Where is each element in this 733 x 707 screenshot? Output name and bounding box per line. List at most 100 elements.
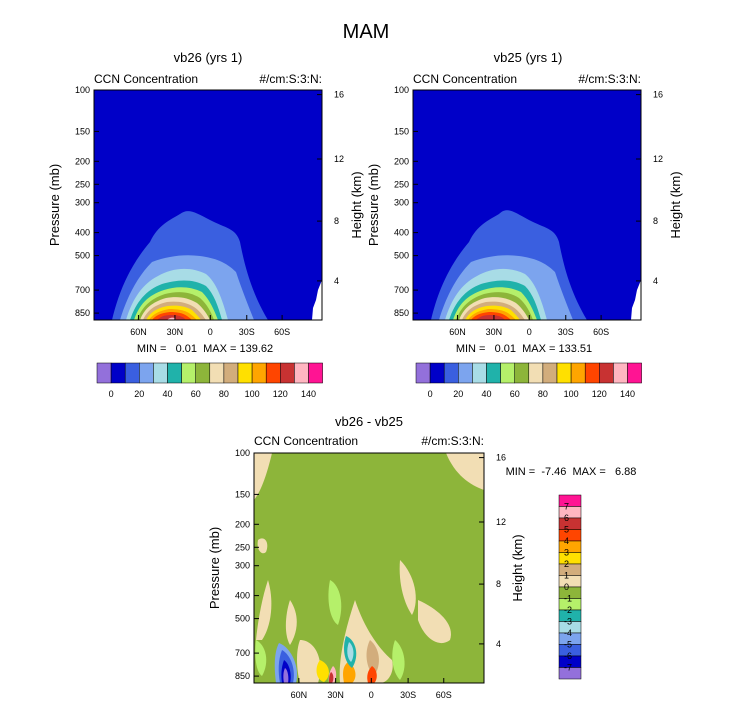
- colorbar-label: -6: [564, 651, 572, 661]
- colorbar-label: 120: [273, 389, 288, 399]
- y-tick-label-right: 8: [334, 216, 339, 226]
- x-tick-label: 30N: [327, 690, 344, 700]
- x-tick-label: 0: [369, 690, 374, 700]
- x-tick-label: 30S: [400, 690, 416, 700]
- panel-vb26: vb26 (yrs 1) CCN Concentration #/cm:S:3:…: [47, 50, 364, 399]
- colorbar-swatch: [627, 362, 642, 384]
- colorbar-swatch: [558, 506, 582, 519]
- colorbar: 76 54 32 10 -1-2 -3-4 -5-6 -7: [558, 494, 582, 680]
- colorbar-label: 80: [538, 389, 548, 399]
- surface-mask: [312, 280, 322, 320]
- y-ticks-left: 100 150 200 250 300 400 500 700 850: [75, 85, 99, 318]
- plot-frame: [93, 89, 323, 321]
- y-tick-label: 150: [394, 126, 409, 136]
- y-tick-label: 700: [235, 648, 250, 658]
- x-tick-label: 60N: [449, 327, 466, 337]
- x-tick-label: 30S: [239, 327, 255, 337]
- y-tick-label: 250: [394, 179, 409, 189]
- y-ticks-right: 16 12 8 4: [479, 453, 506, 649]
- colorbar-swatch: [223, 362, 239, 384]
- y-ticks-left: 100 150 200 250 300 400 500 700 850: [394, 85, 418, 318]
- colorbar-swatch: [558, 517, 582, 530]
- y-tick-label: 250: [235, 542, 250, 552]
- colorbar-label: 40: [162, 389, 172, 399]
- colorbar-label: -2: [564, 605, 572, 615]
- y-tick-label-right: 8: [496, 579, 501, 589]
- colorbar-label: 0: [428, 389, 433, 399]
- negative-blob: [328, 580, 342, 625]
- colorbar-label: 3: [564, 548, 569, 558]
- panel-right-label: #/cm:S:3:N:: [421, 434, 484, 448]
- x-tick-label: 0: [527, 327, 532, 337]
- x-ticks: 60N 30N 0 30S 60S: [291, 678, 452, 700]
- panel-right-label: #/cm:S:3:N:: [578, 72, 641, 86]
- y-tick-label: 500: [394, 251, 409, 261]
- colorbar-swatch: [613, 362, 628, 384]
- colorbar-swatch: [308, 362, 323, 384]
- colorbar-label: 40: [481, 389, 491, 399]
- y-ticks-right: 16 12 8 4: [636, 90, 663, 286]
- peak-core: [167, 317, 176, 320]
- colorbar-swatch: [443, 362, 459, 384]
- x-tick-label: 0: [208, 327, 213, 337]
- x-ticks: 60N 30N 0 30S 60S: [449, 315, 609, 337]
- colorbar-swatch: [486, 362, 501, 384]
- colorbar-swatch: [124, 362, 140, 384]
- negative-blob: [347, 642, 354, 662]
- min-max-stats: MIN = 0.01 MAX = 133.51: [456, 343, 592, 355]
- colorbar-label: 7: [564, 502, 569, 512]
- y-tick-label: 400: [235, 591, 250, 601]
- colorbar-swatch: [265, 362, 281, 384]
- colorbar-swatch: [558, 563, 582, 576]
- colorbar-swatch: [110, 362, 126, 384]
- positive-blob: [297, 640, 321, 683]
- panel-right-label: #/cm:S:3:N:: [259, 72, 322, 86]
- colorbar-label: 1: [564, 571, 569, 581]
- colorbar-swatch: [556, 362, 572, 384]
- colorbar-swatch: [195, 362, 211, 384]
- y-tick-label-right: 12: [334, 154, 344, 164]
- positive-blob: [257, 538, 268, 554]
- colorbar-label: 60: [510, 389, 520, 399]
- y-ticks-right: 16 12 8 4: [317, 90, 344, 286]
- negative-blob: [329, 672, 334, 683]
- y-tick-label-right: 16: [653, 90, 663, 100]
- colorbar-label: 4: [564, 536, 569, 546]
- colorbar-swatch: [181, 362, 196, 384]
- colorbar-label: -7: [564, 663, 572, 673]
- colorbar-swatch: [237, 362, 253, 384]
- colorbar-label: 6: [564, 513, 569, 523]
- colorbar-swatch: [251, 362, 267, 384]
- panel-diff: vb26 - vb25 CCN Concentration #/cm:S:3:N…: [207, 414, 636, 700]
- y-tick-label-right: 12: [496, 517, 506, 527]
- contour-level-12: [157, 315, 186, 320]
- colorbar-label: 20: [453, 389, 463, 399]
- colorbar-swatch: [570, 362, 586, 384]
- colorbar-swatch: [558, 529, 582, 542]
- positive-blob: [399, 560, 416, 615]
- colorbar-label: 140: [620, 389, 635, 399]
- y-tick-label: 300: [394, 198, 409, 208]
- colorbar-swatch: [294, 362, 309, 384]
- panel-title: vb26 (yrs 1): [174, 50, 243, 65]
- y-tick-label: 100: [394, 85, 409, 95]
- colorbar-label: -4: [564, 628, 572, 638]
- colorbar-swatch: [153, 362, 168, 384]
- y-tick-label-right: 16: [496, 453, 506, 463]
- y-axis-label-right: Height (km): [510, 534, 525, 601]
- colorbar-swatch: [558, 575, 582, 588]
- positive-blob: [366, 640, 379, 676]
- positive-region-left: [254, 453, 272, 500]
- colorbar-swatch: [415, 362, 431, 384]
- x-tick-label: 60N: [130, 327, 147, 337]
- colorbar-swatch: [429, 362, 445, 384]
- colorbar-label: -3: [564, 617, 572, 627]
- y-ticks-left: 100 150 200 250 300 400 500 700 850: [235, 448, 259, 681]
- y-tick-label-right: 12: [653, 154, 663, 164]
- y-tick-label: 700: [75, 285, 90, 295]
- y-tick-label-right: 4: [334, 276, 339, 286]
- panel-left-label: CCN Concentration: [94, 72, 198, 86]
- colorbar-swatch: [280, 362, 295, 384]
- colorbar-label: 0: [564, 582, 569, 592]
